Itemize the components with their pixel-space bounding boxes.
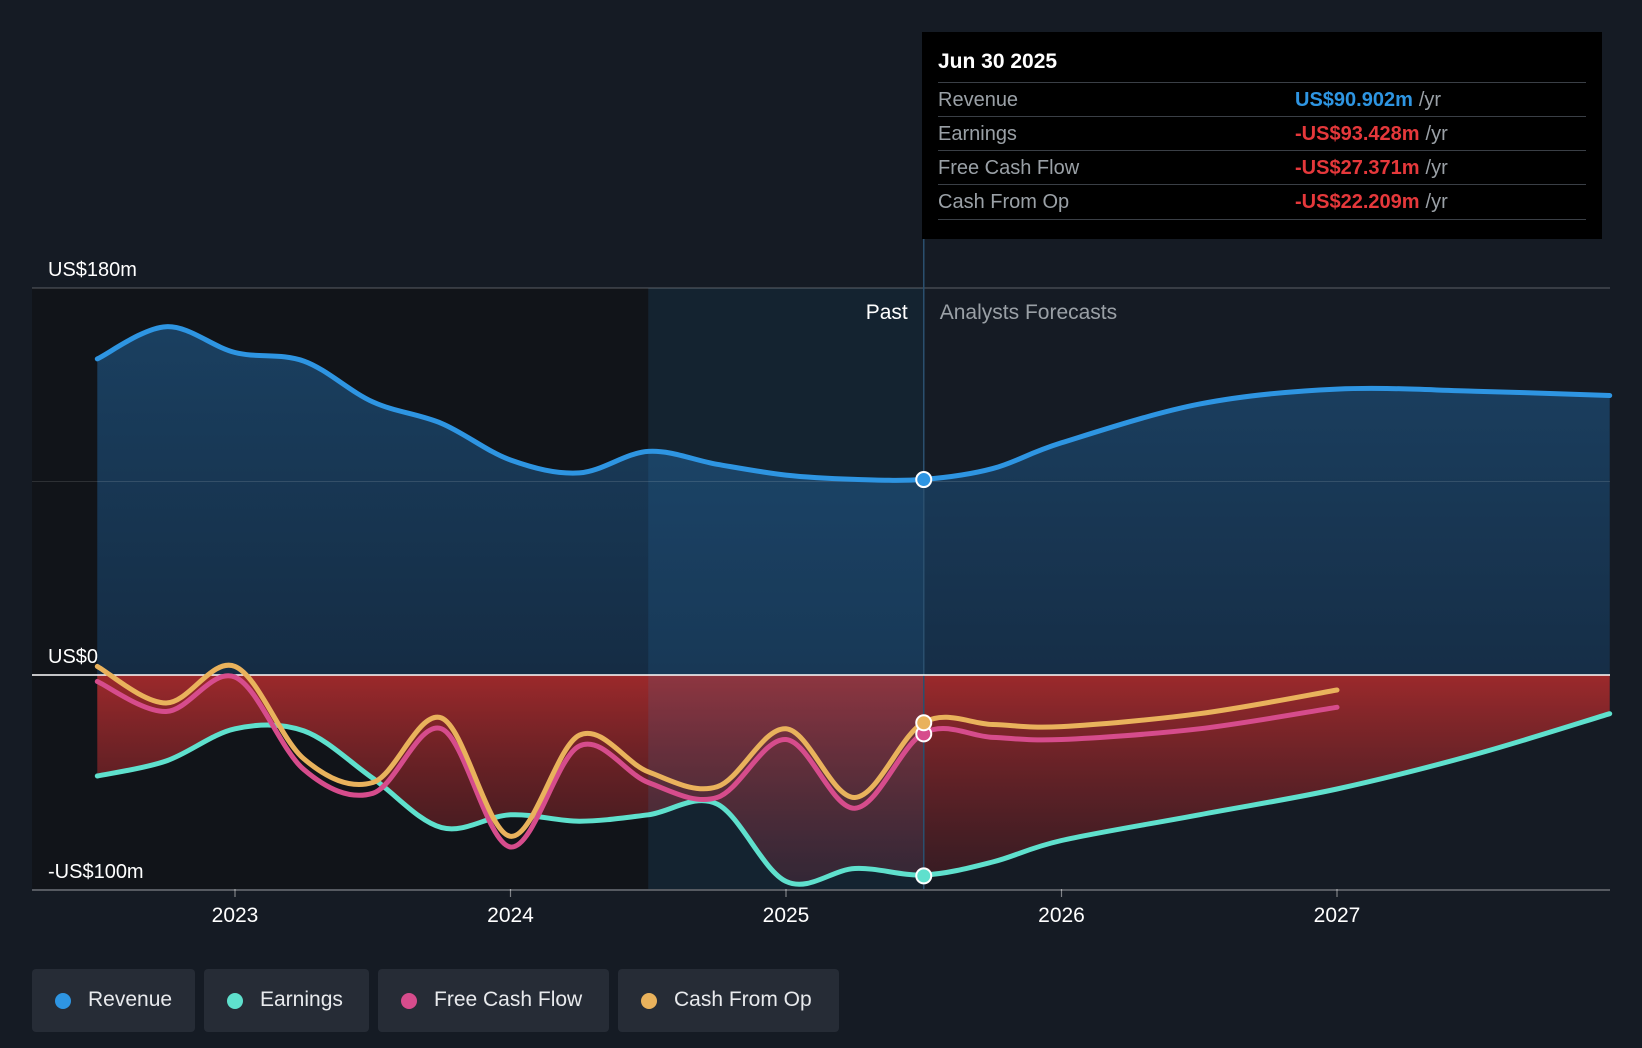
tooltip-unit: /yr (1425, 191, 1448, 213)
legend-item-cash-from-op[interactable]: Cash From Op (618, 969, 839, 1032)
legend-item-earnings[interactable]: Earnings (204, 969, 369, 1032)
x-tick-label: 2024 (487, 904, 534, 927)
tooltip-date: Jun 30 2025 (938, 50, 1058, 73)
tooltip-value: US$90.902m (1295, 89, 1413, 111)
legend-label: Earnings (260, 988, 343, 1011)
free-cash-flow-dot-icon (401, 993, 417, 1009)
x-tick-label: 2027 (1314, 904, 1361, 927)
x-tick-label: 2023 (212, 904, 259, 927)
cash-from-op-point (915, 714, 933, 732)
earnings-point (915, 867, 933, 885)
tooltip-unit: /yr (1418, 89, 1442, 111)
tooltip-row-cash-from-op: Cash From Op -US$22.209m/yr (938, 184, 1586, 220)
earnings-dot-icon (227, 993, 243, 1009)
tooltip-row-revenue: Revenue US$90.902m/yr (938, 82, 1586, 117)
y-tick-label: -US$100m (48, 861, 144, 883)
cash-from-op-dot-icon (641, 993, 657, 1009)
tooltip-label: Revenue (938, 89, 1019, 111)
tooltip-value: -US$27.371m (1295, 157, 1420, 179)
revenue-point (915, 471, 933, 489)
legend-item-revenue[interactable]: Revenue (32, 969, 195, 1032)
legend-label: Free Cash Flow (434, 988, 583, 1011)
tooltip-label: Free Cash Flow (938, 157, 1080, 179)
y-tick-label: US$180m (48, 259, 137, 281)
forecast-label: Analysts Forecasts (940, 301, 1117, 324)
tooltip-label: Cash From Op (938, 191, 1070, 213)
tooltip-unit: /yr (1425, 123, 1448, 145)
legend-label: Cash From Op (674, 988, 812, 1011)
earnings-line (94, 711, 1613, 887)
free-cash-flow-line (94, 673, 1340, 850)
revenue-area (97, 326, 1610, 675)
legend-item-free-cash-flow[interactable]: Free Cash Flow (378, 969, 609, 1032)
tooltip-row-earnings: Earnings -US$93.428m/yr (938, 116, 1586, 151)
revenue-line (94, 324, 1613, 483)
tooltip: Jun 30 2025 Revenue US$90.902m/yr Earnin… (922, 32, 1602, 239)
tooltip-value: -US$22.209m (1295, 191, 1420, 213)
earnings-area (97, 675, 1610, 885)
y-tick-label: US$0 (48, 646, 98, 668)
x-tick-label: 2025 (763, 904, 810, 927)
tooltip-unit: /yr (1425, 157, 1448, 179)
cash-from-op-line (94, 662, 1340, 839)
legend-label: Revenue (88, 988, 173, 1011)
tooltip-row-free-cash-flow: Free Cash Flow -US$27.371m/yr (938, 150, 1586, 185)
tooltip-value: -US$93.428m (1295, 123, 1420, 145)
x-tick-label: 2026 (1038, 904, 1085, 927)
past-label: Past (866, 301, 908, 324)
tooltip-label: Earnings (938, 123, 1017, 145)
revenue-dot-icon (55, 993, 71, 1009)
